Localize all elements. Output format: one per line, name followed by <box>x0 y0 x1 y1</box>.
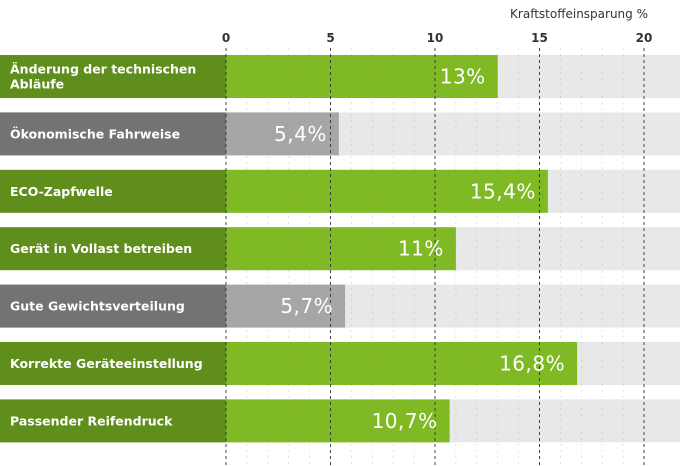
category-label: Gerät in Vollast betreiben <box>10 241 192 256</box>
category-label-box <box>0 112 226 156</box>
category-labels: Änderung der technischen Abläufe Ökonomisc… <box>10 62 203 429</box>
x-tick-label: 5 <box>326 31 334 45</box>
category-label: Passender Reifendruck <box>10 413 173 428</box>
value-label: 13% <box>440 65 486 89</box>
x-tick-label: 20 <box>636 31 653 45</box>
value-label: 5,4% <box>274 122 327 146</box>
value-label: 5,7% <box>280 294 333 318</box>
category-label: ECO-Zapfwelle <box>10 184 113 199</box>
bar <box>226 284 346 328</box>
value-labels: 13% 5,4% 15,4% 11% 5,7% 16,8% 10,7% <box>274 65 565 433</box>
category-label-box <box>0 169 226 213</box>
category-label: Korrekte Geräteeinstellung <box>10 356 203 371</box>
category-label-box <box>0 55 226 98</box>
value-label: 10,7% <box>372 409 438 433</box>
category-label: Gute Gewichtsverteilung <box>10 299 185 314</box>
x-axis-label: Kraftstoffeinsparung % <box>510 7 648 21</box>
category-label-box <box>0 284 226 328</box>
bar <box>226 112 339 156</box>
bar <box>226 55 498 98</box>
tick-labels: 0 5 10 15 20 <box>222 31 653 45</box>
value-label: 16,8% <box>499 352 565 376</box>
bars <box>0 55 578 443</box>
bar <box>226 227 456 271</box>
category-label: Änderung der technischen Abläufe <box>10 62 196 92</box>
category-label: Ökonomische Fahrweise <box>10 126 180 141</box>
x-tick-label: 10 <box>427 31 444 45</box>
bar <box>226 169 548 213</box>
category-label-box <box>0 342 226 385</box>
category-label-box <box>0 227 226 271</box>
category-label-box <box>0 399 226 443</box>
x-tick-label: 15 <box>531 31 548 45</box>
bar <box>226 342 578 385</box>
value-label: 15,4% <box>470 179 536 203</box>
value-label: 11% <box>398 237 444 261</box>
gridlines <box>225 48 645 466</box>
x-tick-label: 0 <box>222 31 230 45</box>
bar <box>226 399 450 443</box>
